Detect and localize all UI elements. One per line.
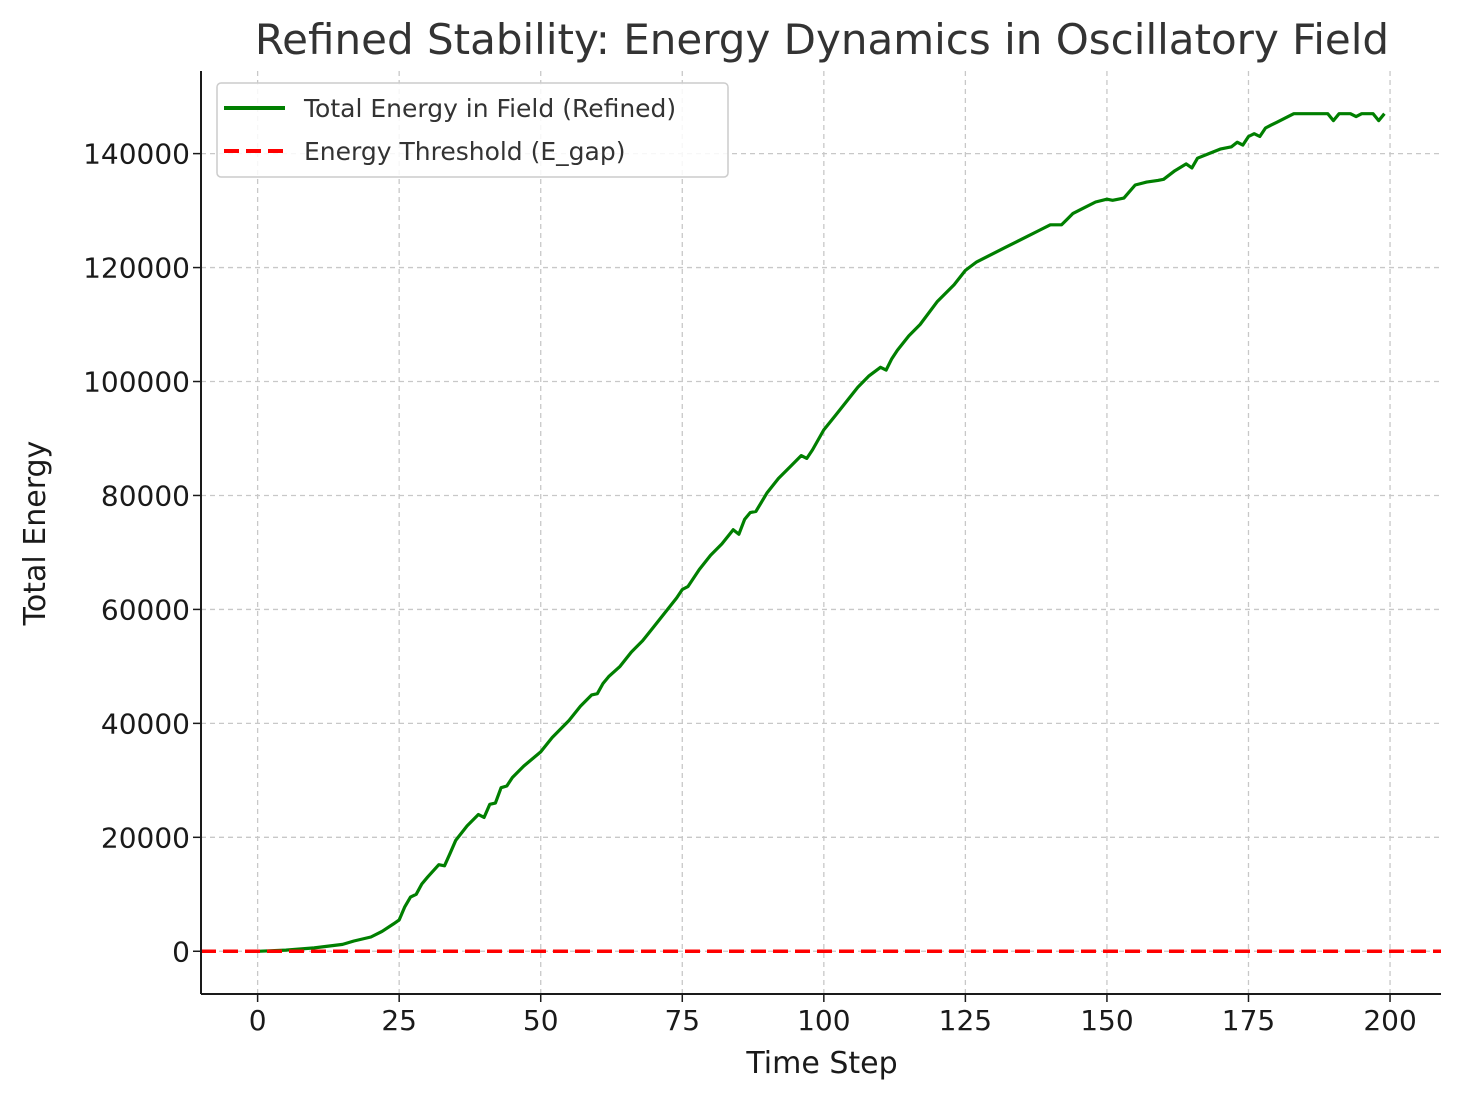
axes (193, 71, 1441, 1002)
y-tick-label: 140000 (83, 138, 190, 171)
y-tick-label: 60000 (101, 593, 190, 626)
y-tick-label: 0 (172, 935, 190, 968)
y-tick-label: 120000 (83, 252, 190, 285)
x-tick-label: 50 (523, 1004, 559, 1037)
x-tick-label: 175 (1222, 1004, 1275, 1037)
y-axis-label: Total Energy (18, 441, 53, 627)
x-tick-label: 0 (249, 1004, 267, 1037)
x-tick-label: 75 (664, 1004, 700, 1037)
x-tick-label: 150 (1080, 1004, 1133, 1037)
legend-label-threshold: Energy Threshold (E_gap) (304, 137, 625, 166)
series-line-total-energy (257, 112, 1386, 953)
y-tick-label: 40000 (101, 707, 190, 740)
y-tick-label: 20000 (101, 821, 190, 854)
y-tick-label: 100000 (83, 366, 190, 399)
chart-title: Refined Stability: Energy Dynamics in Os… (255, 15, 1389, 64)
plot-area (201, 112, 1441, 954)
y-tick-label: 80000 (101, 479, 190, 512)
legend-label-total-energy: Total Energy in Field (Refined) (303, 94, 676, 123)
x-tick-label: 100 (797, 1004, 850, 1037)
tick-labels: 0 25 50 75 100 125 150 175 200 0 20000 40000 60000 80… (83, 138, 1417, 1037)
legend-box (216, 82, 729, 178)
x-tick-label: 125 (939, 1004, 992, 1037)
x-tick-label: 200 (1363, 1004, 1416, 1037)
grid (201, 71, 1441, 994)
x-axis-label: Time Step (745, 1046, 897, 1081)
legend: Total Energy in Field (Refined) Energy T… (216, 82, 729, 178)
x-tick-label: 25 (381, 1004, 417, 1037)
